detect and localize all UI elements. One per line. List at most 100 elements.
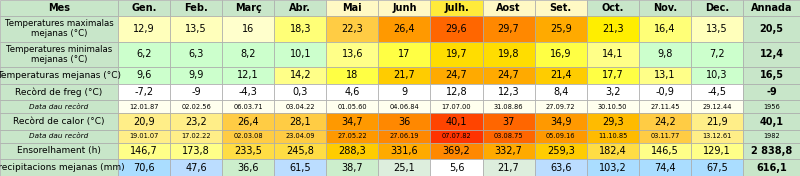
Text: 23,2: 23,2 [186,117,207,127]
Text: 36: 36 [398,117,410,127]
Text: 27.11.45: 27.11.45 [650,104,680,110]
Text: 7,2: 7,2 [709,49,725,59]
Text: 173,8: 173,8 [182,146,210,156]
Text: 16,5: 16,5 [759,70,783,80]
Bar [743,143,800,159]
Text: Mai: Mai [342,3,362,13]
Bar [222,0,274,16]
Text: 17.07.00: 17.07.00 [442,104,471,110]
Bar [691,84,743,100]
Bar [691,143,743,159]
Text: 233,5: 233,5 [234,146,262,156]
Bar [430,113,482,130]
Text: Feb.: Feb. [184,3,208,13]
Text: Data dau recòrd: Data dau recòrd [30,104,89,110]
Bar [274,143,326,159]
Text: 13.12.61: 13.12.61 [702,133,731,139]
Text: 36,6: 36,6 [238,163,259,173]
Bar [482,42,534,67]
Text: 14,1: 14,1 [602,49,623,59]
Bar [691,113,743,130]
Text: Precipitacions mejanas (mm): Precipitacions mejanas (mm) [0,163,125,172]
Text: 29,3: 29,3 [602,117,624,127]
Bar [222,67,274,84]
Bar [639,84,691,100]
Bar [274,159,326,176]
Bar [378,84,430,100]
Bar [430,67,482,84]
Text: 13,6: 13,6 [342,49,363,59]
Text: 21,9: 21,9 [706,117,728,127]
Text: Gen.: Gen. [131,3,157,13]
Bar [743,67,800,84]
Text: 31.08.86: 31.08.86 [494,104,523,110]
Text: 12,1: 12,1 [238,70,259,80]
Text: 74,4: 74,4 [654,163,676,173]
Bar [118,0,170,16]
Text: 8,2: 8,2 [241,49,256,59]
Text: 5,6: 5,6 [449,163,464,173]
Text: 16,4: 16,4 [654,24,676,34]
Bar [0,130,118,143]
Text: 01.05.60: 01.05.60 [338,104,367,110]
Text: 259,3: 259,3 [546,146,574,156]
Bar [378,0,430,16]
Text: 13,5: 13,5 [706,24,728,34]
Text: 12.01.87: 12.01.87 [130,104,158,110]
Bar [586,113,639,130]
Bar [118,159,170,176]
Bar [222,159,274,176]
Bar [482,84,534,100]
Bar [482,159,534,176]
Bar [378,100,430,113]
Text: 10,3: 10,3 [706,70,728,80]
Text: 23.04.09: 23.04.09 [286,133,315,139]
Bar [170,113,222,130]
Text: 25,1: 25,1 [394,163,415,173]
Text: Mes: Mes [48,3,70,13]
Text: 12,3: 12,3 [498,87,519,97]
Bar [586,143,639,159]
Text: 05.09.16: 05.09.16 [546,133,575,139]
Bar [482,100,534,113]
Bar [743,0,800,16]
Bar [378,159,430,176]
Bar [534,0,586,16]
Bar [639,67,691,84]
Bar [743,84,800,100]
Text: 24,2: 24,2 [654,117,676,127]
Text: Ensorelhament (h): Ensorelhament (h) [17,146,101,155]
Text: 27.06.19: 27.06.19 [390,133,419,139]
Bar [326,84,378,100]
Text: 28,1: 28,1 [290,117,311,127]
Bar [274,42,326,67]
Bar [170,0,222,16]
Text: 12,4: 12,4 [759,49,783,59]
Bar [586,159,639,176]
Bar [118,67,170,84]
Bar [378,130,430,143]
Bar [639,16,691,42]
Text: 34,7: 34,7 [342,117,363,127]
Bar [170,42,222,67]
Text: Nov.: Nov. [653,3,677,13]
Text: 63,6: 63,6 [550,163,571,173]
Bar [118,42,170,67]
Text: 67,5: 67,5 [706,163,728,173]
Bar [430,84,482,100]
Text: 27.09.72: 27.09.72 [546,104,575,110]
Bar [691,100,743,113]
Bar [534,42,586,67]
Bar [482,143,534,159]
Bar [586,42,639,67]
Text: 146,5: 146,5 [651,146,678,156]
Text: 25,9: 25,9 [550,24,571,34]
Bar [586,84,639,100]
Bar [586,0,639,16]
Bar [170,159,222,176]
Bar [586,16,639,42]
Text: Oct.: Oct. [602,3,624,13]
Bar [170,16,222,42]
Text: 18,3: 18,3 [290,24,311,34]
Text: -9: -9 [191,87,201,97]
